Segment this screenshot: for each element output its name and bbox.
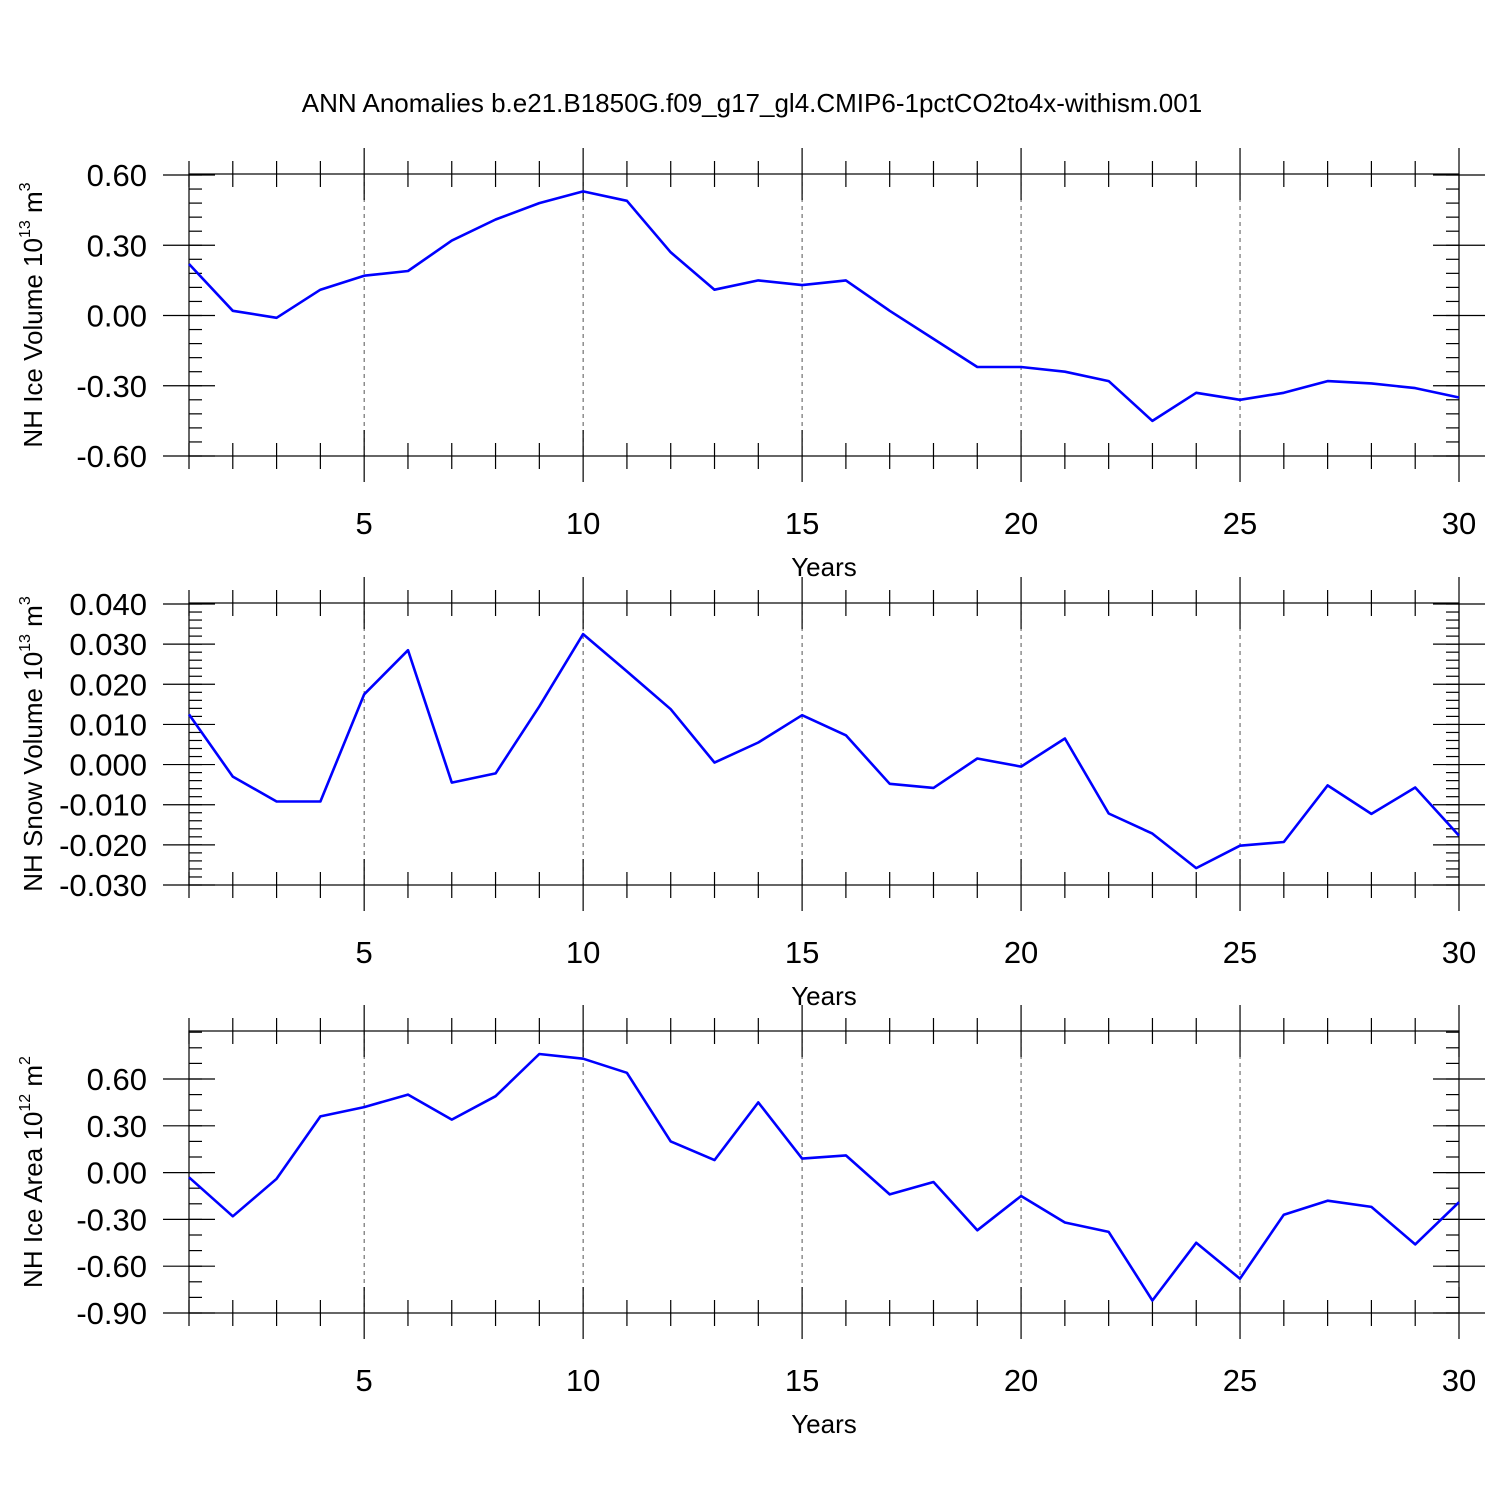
x-tick-label: 15 bbox=[785, 506, 819, 541]
panels: 5 10 15 20 25 30Years0.600.300.00-0.30-0.60NH… bbox=[17, 148, 1485, 1439]
x-tick-label: 15 bbox=[785, 935, 819, 970]
y-tick-label: 0.030 bbox=[69, 627, 147, 662]
x-tick-label: 10 bbox=[566, 1363, 600, 1398]
y-axis-label: NH Ice Area 1012 m2 bbox=[17, 1056, 48, 1288]
x-tick-label: 20 bbox=[1004, 1363, 1038, 1398]
panel-1: 5 10 15 20 25 30 Years 0.60 0.30 0.00 -0.30 -0.60 NH… bbox=[17, 148, 1485, 582]
y-tick-label: 0.60 bbox=[87, 158, 147, 193]
x-axis-label: Years bbox=[791, 981, 857, 1011]
y-axis-label-unit-exp: 2 bbox=[17, 1056, 34, 1065]
y-tick-label: 0.00 bbox=[87, 1156, 147, 1191]
x-tick-label: 5 bbox=[356, 506, 373, 541]
x-tick-label: 20 bbox=[1004, 506, 1038, 541]
x-axis-label: Years bbox=[791, 552, 857, 582]
series-line bbox=[187, 632, 1460, 870]
series-line bbox=[188, 190, 1460, 423]
y-tick-label: 0.010 bbox=[69, 707, 147, 742]
y-tick-label: -0.90 bbox=[76, 1296, 147, 1331]
y-axis-label-exp: 13 bbox=[17, 220, 34, 238]
y-axis-label-unit: m bbox=[18, 1065, 48, 1094]
y-tick-label: -0.010 bbox=[59, 788, 147, 823]
panel-2: 5 10 15 20 25 30 Years 0.040 0.030 0.020 0.010 0.00… bbox=[17, 577, 1485, 1011]
y-tick-label: 0.30 bbox=[87, 228, 147, 263]
x-tick-label: 10 bbox=[566, 935, 600, 970]
y-axis-label: NH Snow Volume 1013 m3 bbox=[17, 596, 48, 892]
y-tick-label: 0.00 bbox=[87, 299, 147, 334]
y-tick-label: 0.60 bbox=[87, 1062, 147, 1097]
figure-title: ANN Anomalies b.e21.B1850G.f09_g17_gl4.C… bbox=[302, 88, 1202, 118]
y-tick-label: -0.60 bbox=[76, 1249, 147, 1284]
y-axis-label-unit-exp: 3 bbox=[17, 182, 34, 191]
y-axis-label-unit: m bbox=[18, 191, 48, 220]
y-axis-label-exp: 12 bbox=[17, 1094, 34, 1112]
x-tick-label: 30 bbox=[1442, 506, 1476, 541]
plot-frame bbox=[188, 602, 1460, 886]
x-tick-label: 30 bbox=[1442, 1363, 1476, 1398]
y-tick-label: -0.020 bbox=[59, 828, 147, 863]
series-line bbox=[188, 1052, 1460, 1302]
x-tick-label: 15 bbox=[785, 1363, 819, 1398]
x-tick-label: 30 bbox=[1442, 935, 1476, 970]
y-axis-label-text: NH Snow Volume 10 bbox=[18, 652, 48, 892]
y-axis-label-unit-exp: 3 bbox=[17, 596, 34, 605]
y-tick-label: -0.60 bbox=[76, 439, 147, 474]
x-tick-label: 25 bbox=[1223, 1363, 1257, 1398]
x-tick-label: 25 bbox=[1223, 506, 1257, 541]
y-axis-label: NH Ice Volume 1013 m3 bbox=[17, 182, 48, 447]
y-tick-label: -0.030 bbox=[59, 868, 147, 903]
y-axis-label-unit: m bbox=[18, 605, 48, 634]
y-axis-label-text: NH Ice Area 10 bbox=[18, 1112, 48, 1288]
y-tick-label: -0.30 bbox=[76, 369, 147, 404]
x-tick-label: 10 bbox=[566, 506, 600, 541]
y-axis-label-exp: 13 bbox=[17, 634, 34, 652]
y-tick-label: -0.30 bbox=[76, 1202, 147, 1237]
y-tick-label: 0.30 bbox=[87, 1109, 147, 1144]
x-tick-label: 20 bbox=[1004, 935, 1038, 970]
x-tick-label: 5 bbox=[356, 1363, 373, 1398]
y-tick-label: 0.040 bbox=[69, 587, 147, 622]
x-tick-label: 25 bbox=[1223, 935, 1257, 970]
panel-3: 5 10 15 20 25 30 Years 0.60 0.30 0.00 -0.30 -0.60 -0… bbox=[17, 1005, 1485, 1439]
y-tick-label: 0.000 bbox=[69, 748, 147, 783]
y-axis-label-text: NH Ice Volume 10 bbox=[18, 238, 48, 448]
y-tick-label: 0.020 bbox=[69, 667, 147, 702]
x-axis-label: Years bbox=[791, 1409, 857, 1439]
x-tick-label: 5 bbox=[356, 935, 373, 970]
